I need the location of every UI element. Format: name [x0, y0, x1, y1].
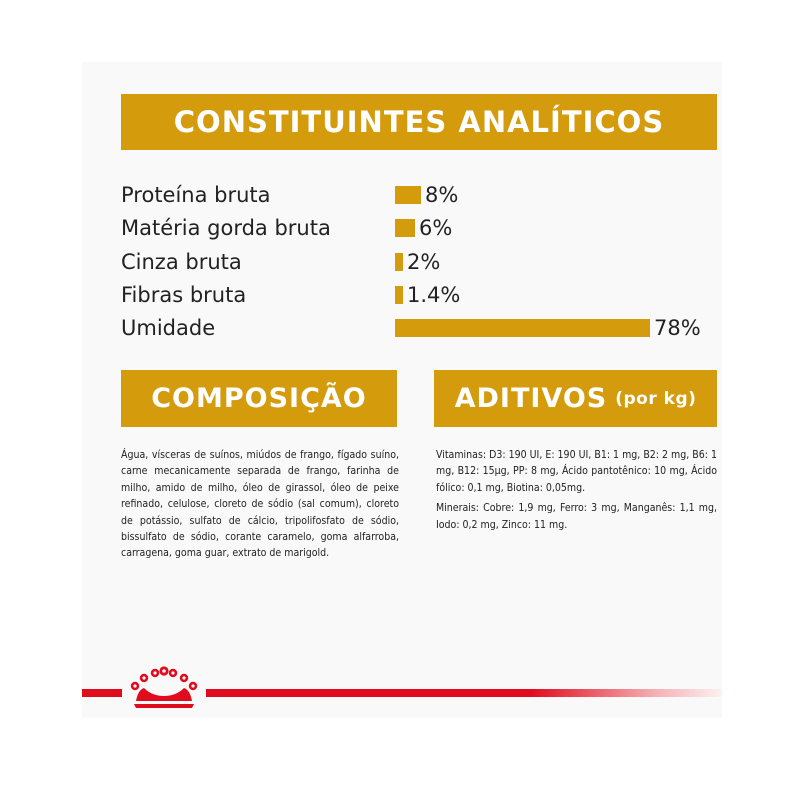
- analytics-label: Fibras bruta: [121, 283, 247, 307]
- vitamins-text: Vitaminas: D3: 190 UI, E: 190 UI, B1: 1 …: [436, 449, 717, 494]
- analytics-row: Matéria gorda bruta 6%: [121, 213, 721, 243]
- analytics-value: 8%: [425, 183, 459, 207]
- royal-crown-icon: [122, 666, 206, 710]
- analytics-row: Fibras bruta 1.4%: [121, 280, 721, 310]
- analytics-row: Proteína bruta 8%: [121, 180, 721, 210]
- composition-text: Água, vísceras de suínos, miúdos de fran…: [121, 449, 399, 560]
- analytics-title: CONSTITUINTES ANALÍTICOS: [173, 105, 665, 139]
- additives-text: Vitaminas: D3: 190 UI, E: 190 UI, B1: 1 …: [436, 447, 717, 537]
- analytics-label: Cinza bruta: [121, 250, 242, 274]
- analytics-value: 1.4%: [407, 283, 461, 307]
- minerals-text: Minerais: Cobre: 1,9 mg, Ferro: 3 mg, Ma…: [436, 502, 717, 531]
- analytics-row: Umidade 78%: [121, 313, 721, 343]
- analytics-label: Umidade: [121, 316, 216, 340]
- additives-header: ADITIVOS (por kg): [434, 370, 717, 427]
- analytics-label: Proteína bruta: [121, 183, 271, 207]
- analytics-bar: [395, 286, 403, 304]
- analytics-bar: [395, 319, 650, 337]
- analytics-label: Matéria gorda bruta: [121, 216, 331, 240]
- analytics-value: 6%: [419, 216, 453, 240]
- analytics-value: 2%: [407, 250, 441, 274]
- composition-title: COMPOSIÇÃO: [151, 383, 367, 414]
- composition-header: COMPOSIÇÃO: [121, 370, 397, 427]
- brand-red-line: [82, 689, 722, 697]
- additives-title-suffix: (por kg): [615, 388, 697, 409]
- analytics-bar: [395, 219, 415, 237]
- analytics-row: Cinza bruta 2%: [121, 247, 721, 277]
- analytics-bar: [395, 186, 421, 204]
- additives-title: ADITIVOS: [454, 383, 608, 414]
- analytics-header: CONSTITUINTES ANALÍTICOS: [121, 94, 717, 150]
- analytics-value: 78%: [654, 316, 701, 340]
- analytics-bar: [395, 253, 403, 271]
